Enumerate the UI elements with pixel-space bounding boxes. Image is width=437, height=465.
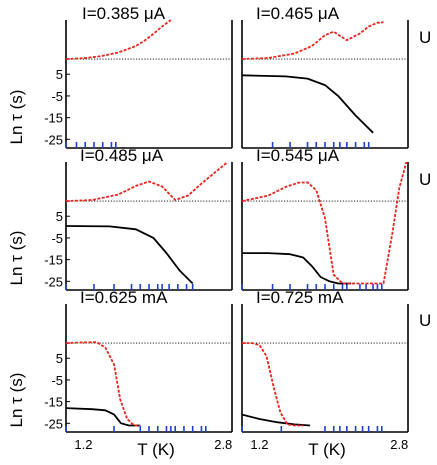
tau-series-line (242, 252, 352, 285)
panel-title: I=0.625 mA (80, 288, 168, 307)
y-tick-label: -5 (51, 373, 63, 388)
y-axis-label: Ln τ (s) (7, 90, 26, 145)
y-tick-label: 5 (56, 351, 63, 366)
y-tick-label: -15 (44, 111, 63, 126)
panel-title: I=0.485 μA (80, 146, 164, 165)
y-axis-label: Ln τ (s) (7, 231, 26, 286)
y-tick-label: -15 (44, 253, 63, 268)
y-tick-label: 5 (56, 209, 63, 224)
x-axis-label: T (K) (308, 440, 345, 459)
panel-title: I=0.465 μA (256, 4, 340, 23)
y-axis-label: Ln τ (s) (7, 373, 26, 428)
y-tick-label: -5 (51, 231, 63, 246)
panel-title: I=0.545 μA (256, 146, 340, 165)
u-axis-label: U (419, 28, 431, 47)
panel-title: I=0.725 mA (256, 288, 344, 307)
y-tick-label: -25 (44, 132, 63, 147)
tau-series-line (242, 74, 374, 134)
x-tick-label: 2.8 (390, 437, 408, 452)
y-tick-label: -25 (44, 274, 63, 289)
potential-series-line (66, 341, 141, 427)
u-axis-label: U (419, 170, 431, 189)
panel-title: I=0.385 μA (82, 4, 166, 23)
x-tick-label: 1.2 (250, 437, 268, 452)
y-tick-label: -15 (44, 395, 63, 410)
x-tick-label: 2.8 (214, 437, 232, 452)
potential-series-line (242, 161, 408, 285)
tau-series-line (242, 413, 311, 427)
u-axis-label: U (419, 311, 431, 330)
y-tick-label: 5 (56, 67, 63, 82)
tau-series-line (66, 407, 141, 427)
y-tick-label: -25 (44, 416, 63, 431)
potential-series-line (66, 19, 172, 60)
x-tick-label: 1.2 (74, 437, 92, 452)
panels-layer: 5 -5 -15 -25 5 -5 -15 -25 5 -5 -15 -25 1.2 2.8 1.2 2.8 (44, 19, 409, 452)
y-tick-label: -5 (51, 89, 63, 104)
potential-series-line (242, 21, 384, 60)
potential-series-line (66, 161, 229, 202)
tau-series-line (66, 225, 194, 285)
potential-series-line (242, 342, 304, 427)
x-axis-label: T (K) (137, 440, 174, 459)
